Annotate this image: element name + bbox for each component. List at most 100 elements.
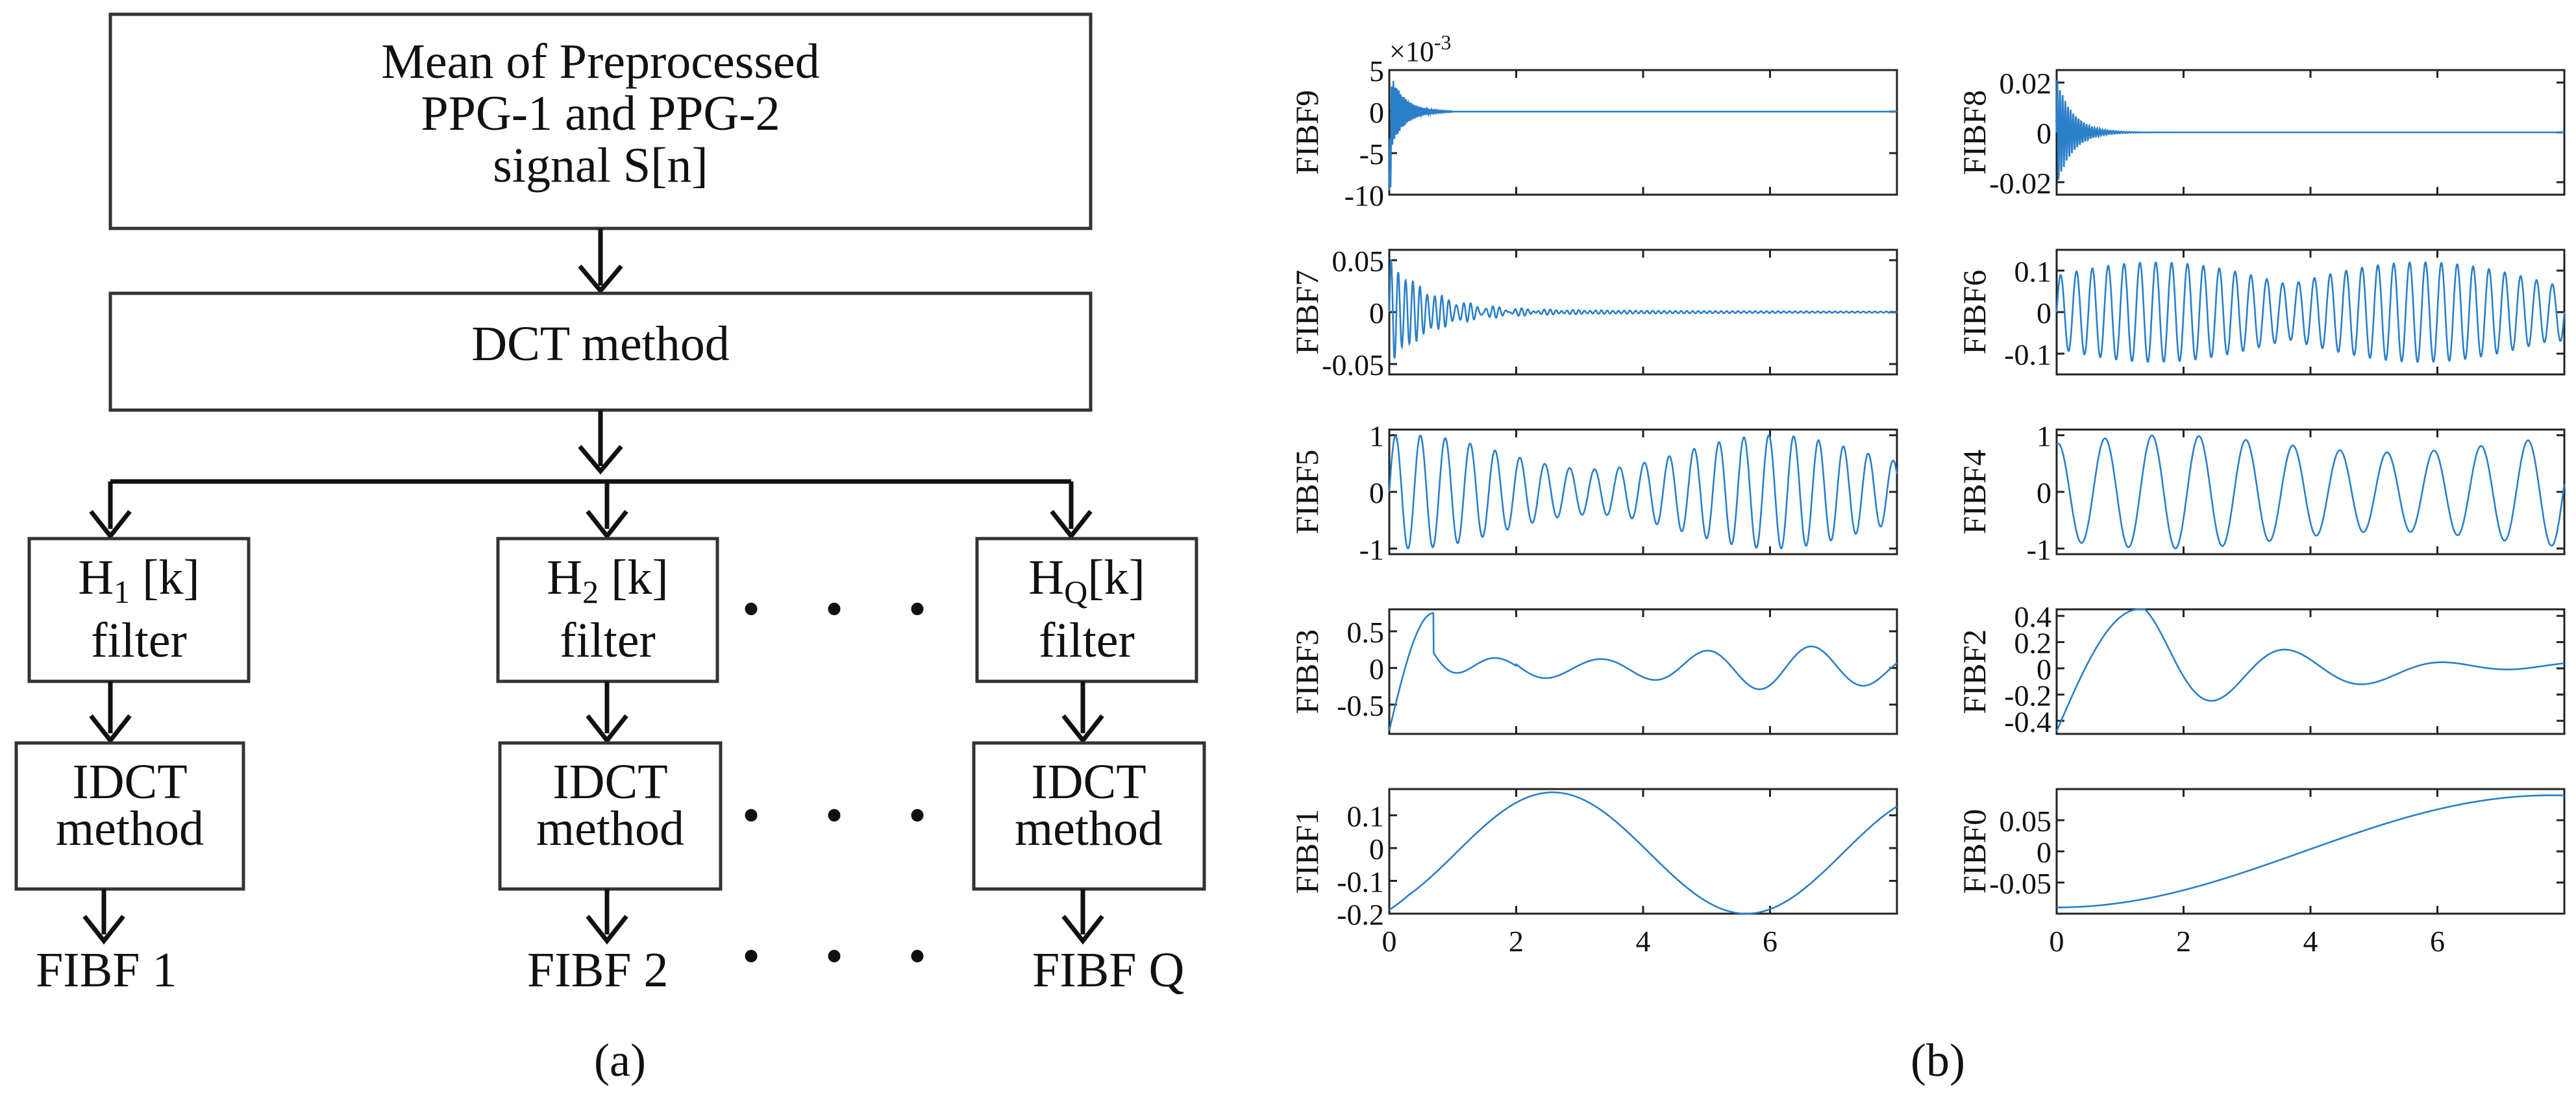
caption-b: (b) xyxy=(1911,1034,1965,1086)
panel-fibf6: 0.1 0 -0.1 FIBF6 xyxy=(1956,249,2566,376)
panel-fibf9: 5 0 -5 -10 FIBF9 ×10-3 xyxy=(1289,30,1898,212)
y-tick-label: -0.05 xyxy=(1322,348,1384,382)
y-tick-label: -0.1 xyxy=(1337,865,1384,898)
x-tick-label: 4 xyxy=(1636,925,1651,958)
dct-box xyxy=(108,291,1093,412)
series-line-fibf8 xyxy=(2055,79,2564,180)
arrowhead-idct1-to-output xyxy=(82,914,125,945)
caption-a: (a) xyxy=(594,1034,646,1086)
fibf-chart-panels: 50-5-10FIBF9×10-30.020-0.02FIBF80.050-0.… xyxy=(1289,30,2566,958)
panel-frame xyxy=(2055,608,2566,735)
filter-row-ellipsis: • • • xyxy=(742,581,952,638)
x-tick-label: 4 xyxy=(2303,925,2318,958)
y-tick-label: 0.2 xyxy=(2014,627,2052,660)
y-tick-label: -1 xyxy=(1359,533,1384,566)
panel-fibf4: 1 0 -1 FIBF4 xyxy=(1956,420,2566,566)
series-line-fibf9 xyxy=(1388,80,1897,191)
y-tick-label: -0.2 xyxy=(1337,898,1384,931)
input-signal-box xyxy=(108,12,1093,230)
idct-q-line-2: method xyxy=(1015,801,1163,856)
filter-box-2 xyxy=(496,537,719,683)
y-tick-label: -0.05 xyxy=(1989,867,2051,900)
y-tick-label: -0.5 xyxy=(1337,689,1384,722)
idct-2-line-1: IDCT xyxy=(552,755,667,809)
series-line-fibf3 xyxy=(1388,612,1898,731)
output-fibf-q: FIBF Q xyxy=(1032,943,1184,997)
panel-frame xyxy=(1388,69,1898,196)
filter-q-label: HQ[k] xyxy=(1028,550,1145,610)
y-tick-label: 0 xyxy=(2037,117,2051,150)
filter-1-word: filter xyxy=(91,613,187,668)
panel-ylabel: FIBF3 xyxy=(1289,629,1325,714)
exponent-label: ×10-3 xyxy=(1389,30,1451,67)
flowchart: Mean of Preprocessed PPG-1 and PPG-2 sig… xyxy=(14,12,1206,997)
y-tick-label: 0 xyxy=(2037,297,2051,330)
series-line-fibf7 xyxy=(1388,259,1898,359)
arrowhead-filter2-to-idct xyxy=(586,714,628,744)
x-tick-label: 2 xyxy=(2176,925,2191,958)
series-line-fibf6 xyxy=(2055,262,2566,363)
panel-ylabel: FIBF4 xyxy=(1956,450,1992,535)
idct-row-ellipsis: • • • xyxy=(742,787,952,844)
series-line-fibf4 xyxy=(2056,434,2566,550)
series-line-fibf2 xyxy=(2055,608,2564,732)
filter-q-word: filter xyxy=(1039,613,1135,668)
dct-box-label: DCT method xyxy=(471,317,730,371)
y-tick-label: -0.2 xyxy=(2004,679,2051,712)
panel-fibf5: 1 0 -1 FIBF5 xyxy=(1289,420,1898,566)
panel-ylabel: FIBF0 xyxy=(1956,809,1992,894)
branch-arrowhead-1 xyxy=(89,509,132,540)
panel-fibf1: 0.10-0.1-0.2 FIBF1 xyxy=(1289,788,1898,931)
series-line-fibf5 xyxy=(1388,434,1898,550)
arrowhead-input-to-dct xyxy=(578,264,623,295)
panel-ylabel: FIBF5 xyxy=(1289,450,1325,535)
y-tick-label: 0.5 xyxy=(1347,616,1385,649)
y-tick-label: 0 xyxy=(2037,653,2051,686)
x-tick-label: 6 xyxy=(1763,925,1777,958)
branch-arrowhead-2 xyxy=(586,509,628,540)
x-tick-label: 0 xyxy=(2050,925,2064,958)
y-tick-label: 0 xyxy=(1369,297,1384,330)
y-tick-label: -10 xyxy=(1344,179,1384,212)
input-signal-line-3: signal S[n] xyxy=(493,138,708,193)
idct-box-1 xyxy=(14,741,245,891)
output-fibf-2: FIBF 2 xyxy=(527,943,669,997)
y-tick-label: 0.02 xyxy=(2000,67,2052,100)
filter-2-word: filter xyxy=(560,613,656,668)
panel-ylabel: FIBF2 xyxy=(1956,629,1992,714)
y-tick-label: -0.1 xyxy=(2004,338,2051,371)
arrowhead-filterq-to-idct xyxy=(1061,714,1104,744)
y-tick-label: -0.02 xyxy=(1989,167,2051,200)
output-fibf-1: FIBF 1 xyxy=(36,943,177,997)
panel-ylabel: FIBF1 xyxy=(1289,809,1325,894)
filter-2-label: H2 [k] xyxy=(547,550,669,610)
x-tick-label: 2 xyxy=(1509,925,1524,958)
series-line-fibf0 xyxy=(2057,794,2564,908)
x-tick-label: 0 xyxy=(1382,925,1397,958)
y-tick-label: 0 xyxy=(2037,476,2051,509)
idct-1-line-1: IDCT xyxy=(72,755,187,809)
panel-fibf2: 0.40.20-0.2-0.4 FIBF2 xyxy=(1956,600,2566,738)
y-tick-label: 0 xyxy=(1369,652,1384,685)
idct-box-q xyxy=(972,741,1206,891)
y-tick-label: -0.4 xyxy=(2004,705,2051,738)
arrowhead-idct2-to-output xyxy=(586,914,628,945)
y-tick-label: 0 xyxy=(2037,836,2051,869)
filter-box-q xyxy=(975,537,1198,683)
y-tick-label: 0.4 xyxy=(2014,600,2052,633)
output-row-ellipsis: • • • xyxy=(742,928,952,985)
y-tick-label: 0 xyxy=(1369,96,1384,129)
panel-ylabel: FIBF9 xyxy=(1289,90,1325,175)
filter-box-1 xyxy=(27,537,251,683)
y-tick-label: 0.05 xyxy=(2000,805,2052,838)
input-signal-line-2: PPG-1 and PPG-2 xyxy=(421,86,780,141)
y-tick-label: 0.1 xyxy=(2014,255,2052,288)
y-tick-label: 0.05 xyxy=(1332,245,1385,278)
arrowhead-dct-to-branch xyxy=(578,444,623,475)
input-signal-line-1: Mean of Preprocessed xyxy=(381,34,819,89)
y-tick-label: 5 xyxy=(1369,55,1384,88)
